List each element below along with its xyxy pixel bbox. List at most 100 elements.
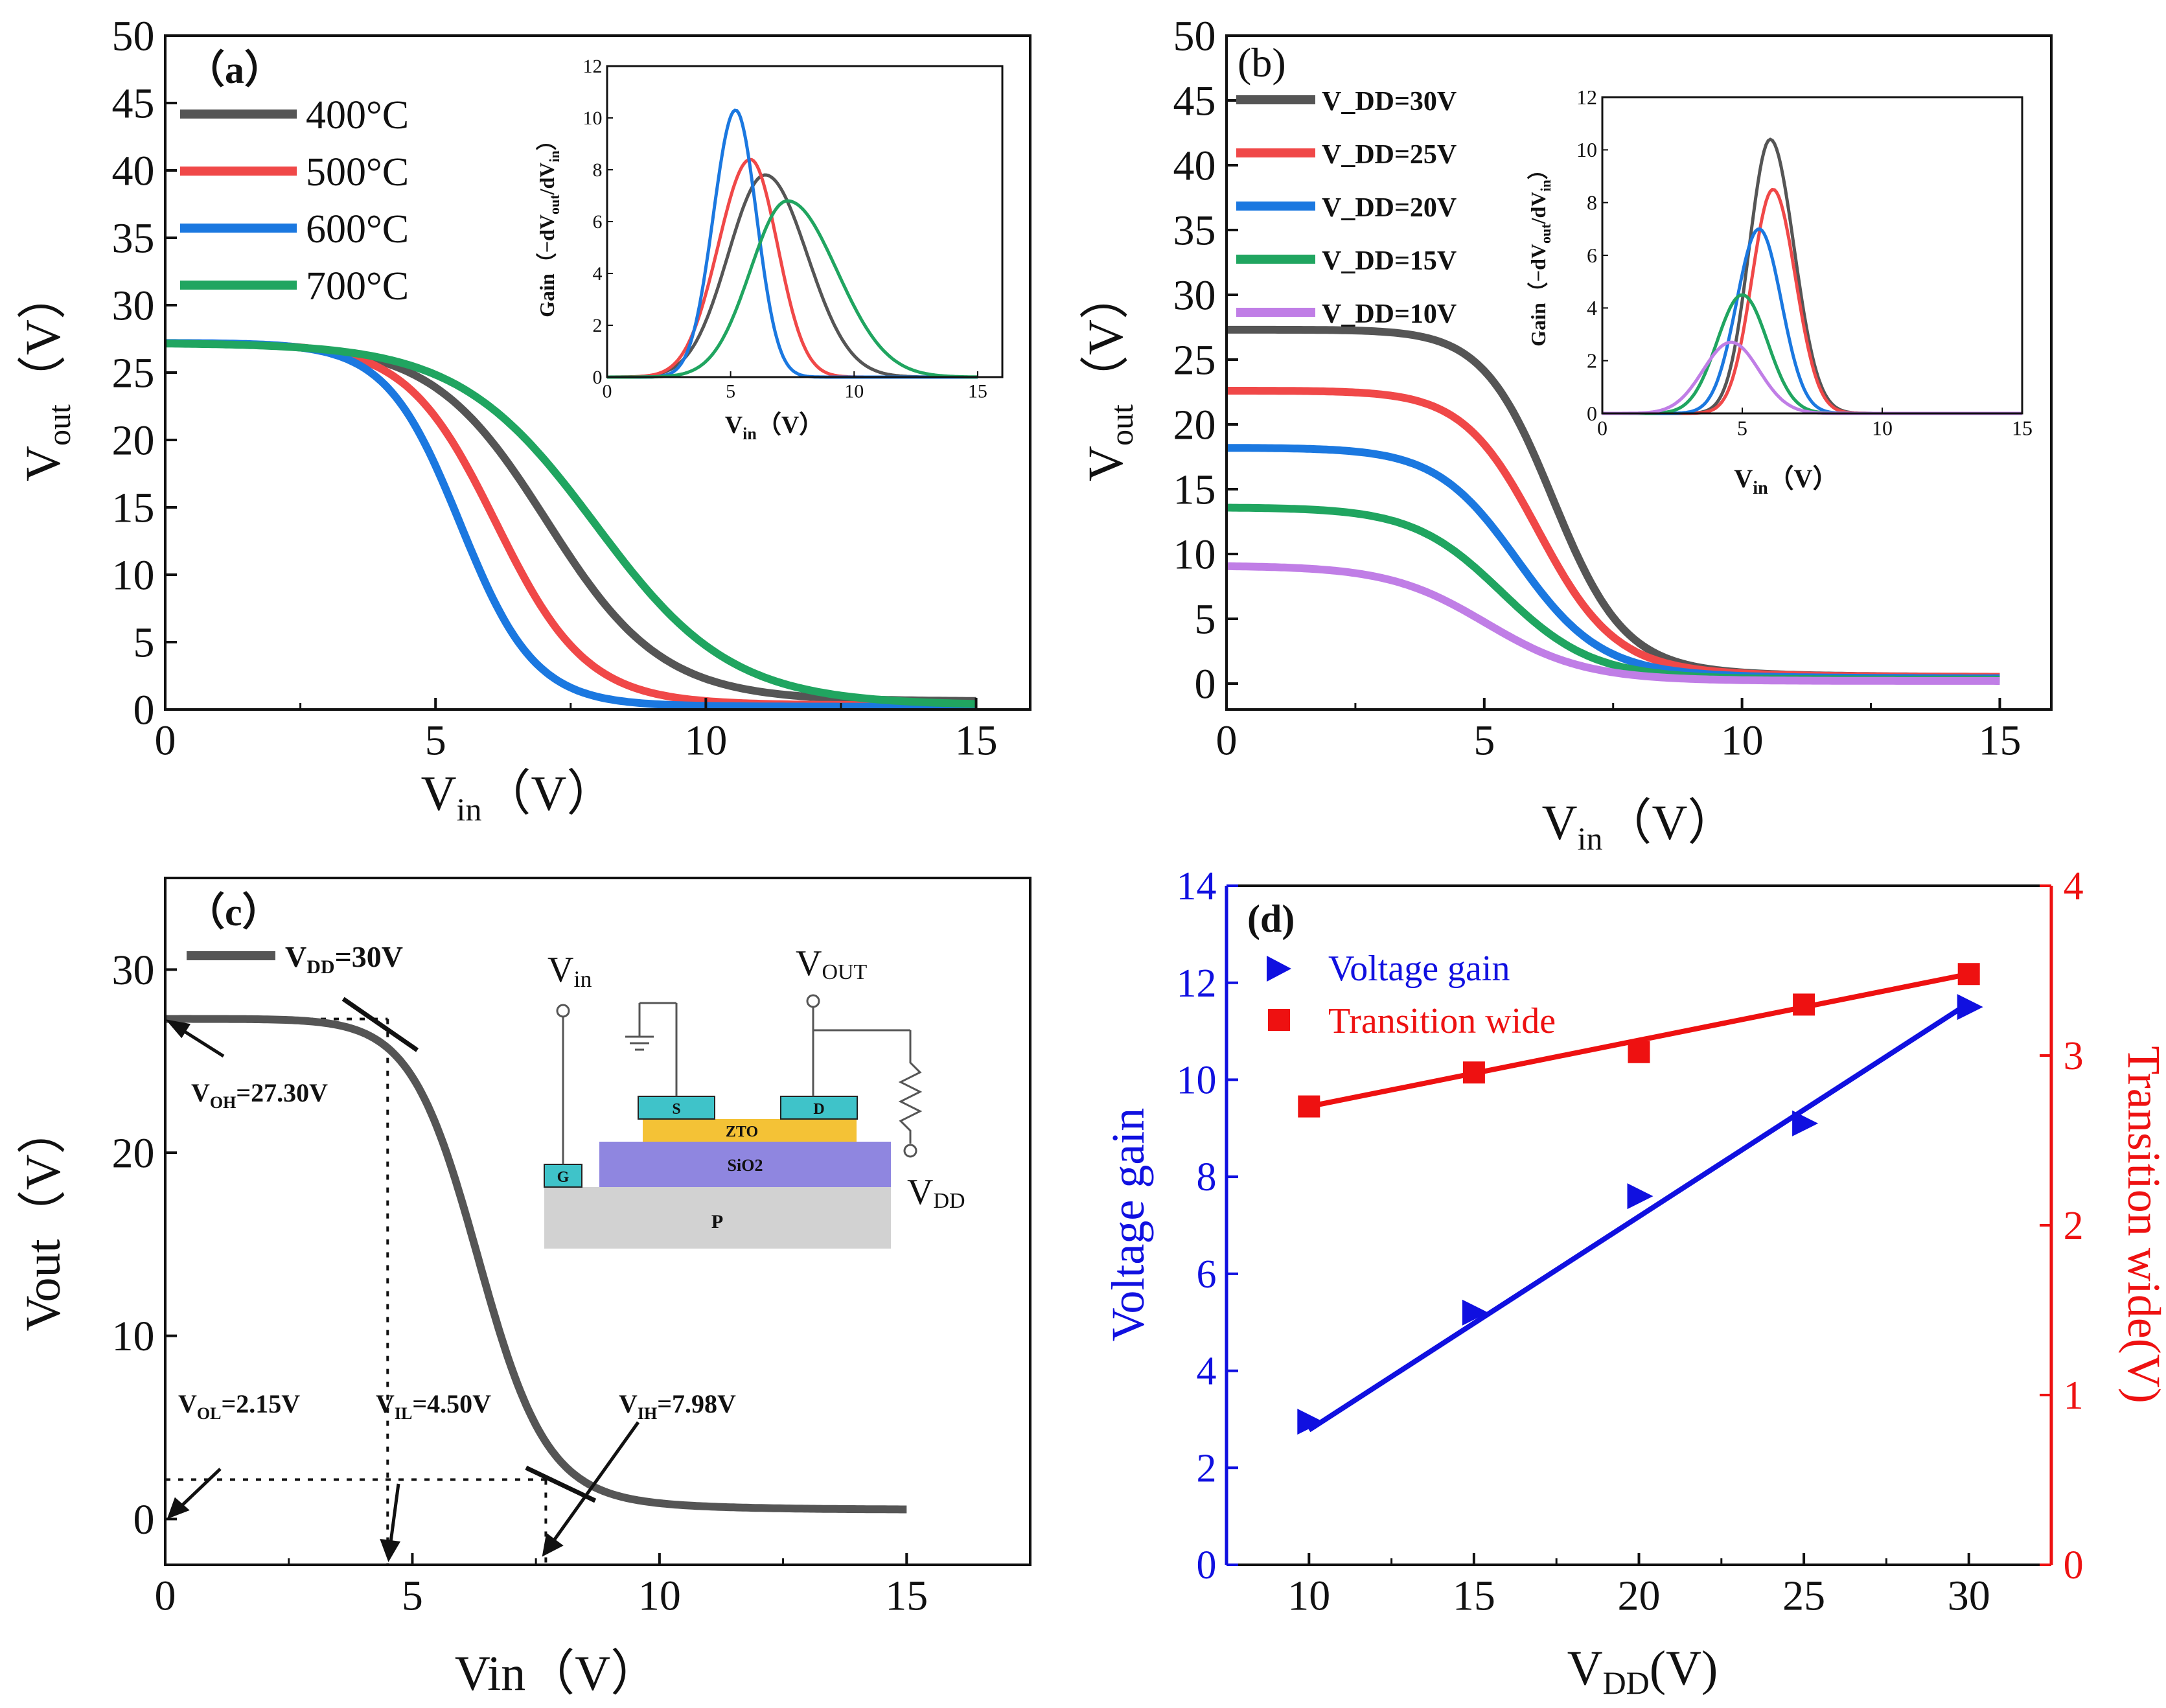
panel-d-y2label-4: 4 [2064,864,2084,908]
panel-b-xlabel-0: 0 [1216,717,1238,764]
panel-d-ylabel-12: 12 [1177,962,1217,1006]
inset-b-line-2 [1602,227,2022,415]
panel-d-y2label-1: 1 [2064,1374,2084,1418]
panel-d-y2label: Transition wide(V) [2118,1046,2166,1403]
panel-b-ylabel: Vout（V） [1079,270,1140,481]
panel-d-xlabel: VDD(V) [1567,1641,1718,1701]
panel-a-ylabel-15: 15 [112,484,155,531]
inset-b-ylabel-10: 10 [1576,138,1597,161]
panel-b-legend-label-2: V_DD=20V [1322,193,1457,223]
schematic-vout-label: VOUT [796,943,868,984]
panel-a-xlabel: Vin（V） [421,767,616,827]
panel-d-point-gain-3 [1792,1110,1819,1137]
panel-d-xlabel-25: 25 [1782,1572,1825,1619]
vin-terminal [556,1004,570,1018]
panel-c-line-0 [164,1015,908,1514]
arrow-voh-head [165,1019,191,1039]
panel-b-ylabel-0: 0 [1195,660,1216,708]
panel-d-fit-1 [1308,971,1970,1109]
inset-a-line-2 [607,108,978,379]
panel-d-xlabel-30: 30 [1948,1572,1990,1619]
inset-b-line-1 [1602,187,2022,415]
vout-terminal [806,994,820,1008]
annotation-vih: VIH=7.98V [619,1389,736,1423]
panel-b-ylabel-35: 35 [1173,207,1216,254]
panel-d-ylabel: Voltage gain [1102,1108,1154,1342]
inset-a-line-0 [607,173,978,379]
panel-b-xlabel-10: 10 [1721,717,1764,764]
dielectric-label: SiO2 [728,1156,763,1175]
panel-a-xlabel-5: 5 [425,717,446,764]
inset-b-xlabel-10: 10 [1872,417,1893,440]
gate-label: G [557,1169,570,1186]
drain-label: D [813,1101,824,1118]
panel-d-ylabel-14: 14 [1177,864,1217,908]
gate-electrode [544,1164,582,1188]
panel-c-axes-frame [164,877,1031,1566]
schematic-vin-label: Vin [547,950,592,992]
panel-d-point-transition-4 [1957,963,1980,986]
arrow-vol-head [167,1497,190,1519]
panel-d-xlabel-20: 20 [1618,1572,1661,1619]
inset-b-ylabel-6: 6 [1587,244,1597,267]
inset-a-xlabel-15: 15 [968,381,987,402]
inset-b-xlabel-5: 5 [1737,417,1747,440]
panel-c-ylabel-20: 20 [112,1129,155,1177]
panel-a-ylabel-35: 35 [112,214,155,262]
panel-d-point-gain-1 [1462,1299,1488,1326]
panel-d-legend-marker-gain [1267,956,1291,982]
inset-a-line-3 [607,199,978,379]
tangent-vih [525,1466,597,1503]
panel-a-inset: 0 5 10 15 0 2 4 6 8 10 12 Vin（V） Gain（−dVout/dVin） [535,56,1004,443]
panel-a-ylabel-30: 30 [112,282,155,329]
panel-c-label: （c） [186,890,281,934]
inset-a-ylabel-2: 2 [593,315,603,336]
panel-a-label: （a） [186,48,283,91]
panel-d-legend-label-gain: Voltage gain [1328,949,1510,989]
panel-b-legend-label-1: V_DD=25V [1322,140,1457,170]
inset-b-ylabel-12: 12 [1576,86,1597,109]
schematic-vdd-label: VDD [907,1172,965,1213]
panel-a-ylabel-0: 0 [133,686,155,733]
panel-c: 0 5 10 15 0 10 20 30 （c） VDD=30V VOH=27.30V VOL… [16,877,1031,1701]
panel-a-ylabel-10: 10 [112,551,155,599]
panel-b-xlabel-15: 15 [1978,717,2021,764]
panel-c-legend: VDD=30V [187,940,403,978]
arrow-vol [178,1468,222,1509]
panel-c-xlabel-15: 15 [885,1572,928,1619]
panel-d-point-transition-2 [1628,1041,1650,1063]
channel-layer [643,1119,857,1142]
panel-d-ylabel-10: 10 [1177,1059,1217,1103]
panel-d-ylabel-8: 8 [1197,1155,1217,1199]
annotation-vol: VOL=2.15V [178,1389,300,1423]
panel-b-xlabel: Vin（V） [1542,796,1737,857]
substrate-layer [544,1187,891,1249]
inset-b-ylabel-8: 8 [1587,191,1597,214]
inset-a-xlabel-10: 10 [844,381,864,402]
panel-a-legend-label-0: 400°C [306,93,409,137]
panel-c-xlabel-5: 5 [402,1572,423,1619]
inset-a-xlabel-5: 5 [726,381,735,402]
panel-a-legend-label-1: 500°C [306,150,409,194]
panel-b-ylabel-5: 5 [1195,595,1216,643]
panel-a-ylabel-45: 45 [112,80,155,127]
panel-b-ylabel-30: 30 [1173,271,1216,319]
inset-a-ylabel-10: 10 [583,108,603,129]
vdd-terminal [903,1144,917,1158]
panel-d-point-gain-0 [1297,1409,1324,1435]
annotation-voh: VOH=27.30V [191,1078,328,1112]
panel-d-legend-label-transition: Transition wide [1328,1001,1556,1041]
panel-c-ylabel-0: 0 [133,1496,155,1543]
panel-d-y2label-2: 2 [2064,1204,2084,1248]
panel-b-line-2 [1226,444,2001,682]
dielectric-layer [599,1142,891,1187]
panel-d-ylabel-2: 2 [1197,1446,1217,1490]
panel-b-legend-label-3: V_DD=15V [1322,246,1457,276]
annotation-vil: VIL=4.50V [376,1389,491,1423]
arrow-voh [178,1026,225,1058]
panel-a-ylabel-40: 40 [112,147,155,194]
drain-electrode [780,1096,858,1120]
substrate-label: P [711,1211,723,1232]
